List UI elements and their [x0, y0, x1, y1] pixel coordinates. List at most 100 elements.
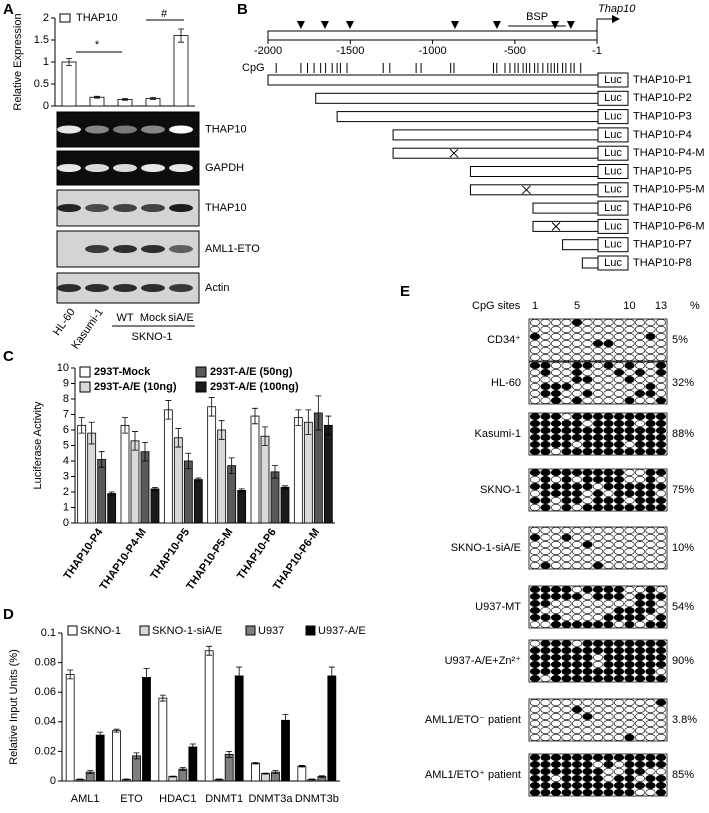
- gene-label: Thap10: [598, 3, 636, 15]
- cpg-site: [540, 426, 551, 434]
- cpg-site: [561, 726, 572, 734]
- blot-band: [141, 284, 165, 292]
- binding-site: [296, 21, 305, 29]
- blot-band: [85, 204, 109, 212]
- cpg-site: [571, 620, 583, 628]
- cpg-site: [592, 753, 604, 761]
- cpg-site: [645, 419, 656, 427]
- error-bar: [78, 417, 85, 434]
- cpg-site: [561, 613, 572, 621]
- blot-row-label: GAPDH: [205, 162, 244, 174]
- annotation: *: [95, 39, 100, 51]
- cpg-site: [529, 667, 541, 675]
- cpg-site: [613, 440, 625, 448]
- cpg-site: [540, 396, 551, 404]
- y-tick-label: 1: [63, 501, 69, 513]
- cpg-site: [550, 712, 562, 720]
- cpg-site: [571, 613, 583, 621]
- error-bar: [252, 762, 259, 765]
- cpg-site: [561, 760, 572, 768]
- cpg-site: [540, 540, 551, 548]
- cpg-site: [613, 606, 625, 614]
- cpg-site: [603, 753, 614, 761]
- cpg-site: [613, 646, 625, 654]
- cpg-site: [655, 674, 667, 682]
- bar: [120, 424, 130, 524]
- error-bar: [98, 451, 105, 468]
- cpg-site: [645, 540, 656, 548]
- cpg-site: [655, 325, 667, 333]
- cpg-site: [624, 468, 635, 476]
- cpg-site: [582, 606, 593, 614]
- error-bar: [218, 420, 225, 440]
- bar: [250, 415, 260, 524]
- legend-label: 293T-Mock: [94, 366, 151, 378]
- error-bar: [226, 751, 233, 758]
- cpg-site: [571, 585, 583, 593]
- bar: [234, 675, 244, 782]
- construct: [392, 129, 599, 141]
- cpg-site: [613, 419, 625, 427]
- cpg-site: [592, 468, 604, 476]
- cpg-site: [571, 368, 583, 376]
- cpg-site: [603, 468, 614, 476]
- error-bar: [318, 775, 325, 778]
- cpg-site: [592, 726, 604, 734]
- cpg-site: [529, 482, 541, 490]
- cpg-site: [603, 667, 614, 675]
- cpg-site: [603, 482, 614, 490]
- cpg-site: [634, 412, 646, 420]
- cpg-site: [571, 396, 583, 404]
- construct: [392, 147, 599, 159]
- cpg-site: [624, 419, 635, 427]
- cpg-site: [529, 503, 541, 511]
- cpg-site: [582, 433, 593, 441]
- blot-band: [169, 125, 193, 134]
- cpg-site: [561, 389, 572, 397]
- cpg-site: [529, 606, 541, 614]
- cpg-site: [529, 705, 541, 713]
- cpg-site: [645, 760, 656, 768]
- cpg-site: [613, 433, 625, 441]
- cpg-site: [613, 375, 625, 383]
- construct-label: THAP10-P5-M: [633, 184, 705, 196]
- legend-swatch: [59, 13, 71, 23]
- percent-label: 88%: [672, 428, 694, 440]
- tss-arrowhead: [612, 15, 620, 23]
- luc-box: [597, 72, 629, 88]
- cpg-site: [529, 726, 541, 734]
- cpg-site: [550, 332, 562, 340]
- cpg-site: [540, 674, 551, 682]
- cpg-site: [634, 382, 646, 390]
- cpg-site: [613, 318, 625, 326]
- cpg-site: [561, 382, 572, 390]
- cpg-site: [571, 667, 583, 675]
- cpg-site: [582, 753, 593, 761]
- cpg-site: [613, 639, 625, 647]
- cpg-site: [624, 332, 635, 340]
- cpg-site: [529, 318, 541, 326]
- cpg-site: [582, 613, 593, 621]
- cpg-site: [561, 482, 572, 490]
- cpg-site: [561, 419, 572, 427]
- binding-site: [320, 21, 329, 29]
- cpg-site: [613, 426, 625, 434]
- error-bar: [77, 778, 84, 781]
- cpg-site: [529, 412, 541, 420]
- cpg-site: [550, 781, 562, 789]
- cpg-site: [571, 781, 583, 789]
- panel-label: B: [237, 1, 248, 18]
- cpg-site: [634, 561, 646, 569]
- cpg-site: [561, 496, 572, 504]
- group-label: SKNO-1: [132, 331, 173, 343]
- cpg-site: [571, 440, 583, 448]
- cpg-site: [624, 674, 635, 682]
- error-bar: [238, 488, 245, 493]
- binding-site: [450, 21, 459, 29]
- cpg-site: [550, 503, 562, 511]
- cpg-site: [624, 346, 635, 354]
- cpg-site: [582, 639, 593, 647]
- cpg-site: [624, 606, 635, 614]
- sample-label: AML1/ETO⁻ patient: [425, 714, 521, 726]
